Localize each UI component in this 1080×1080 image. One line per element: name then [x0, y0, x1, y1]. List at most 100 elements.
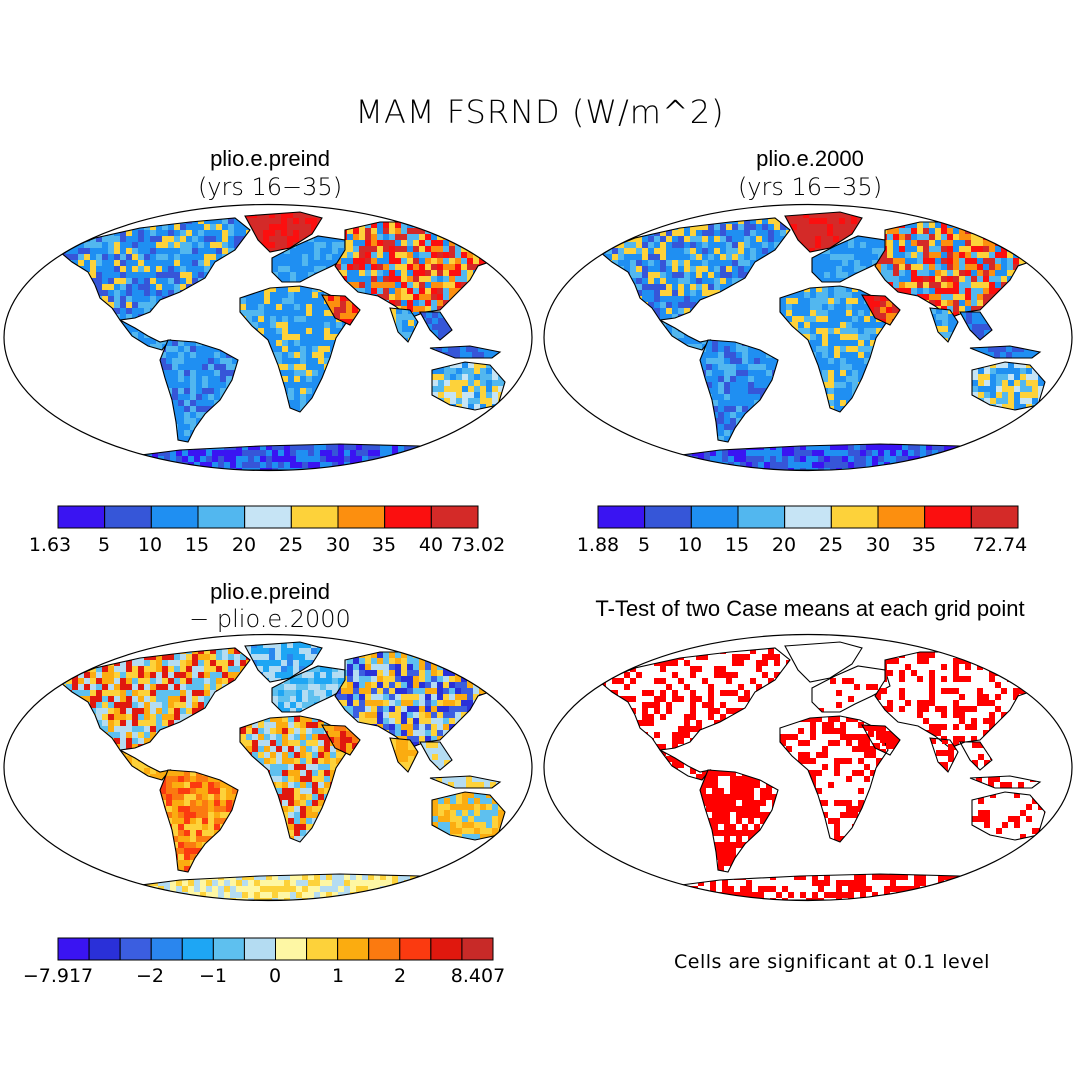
- tick-label: 73.02: [450, 534, 506, 556]
- colorbar-preind: [57, 505, 479, 529]
- colorbar-swatch: [243, 937, 277, 961]
- colorbar-swatch: [244, 505, 292, 529]
- coastline-arabia: [861, 294, 901, 326]
- colorbar-swatch: [368, 937, 401, 961]
- colorbar-swatch: [181, 937, 214, 961]
- tick-label: 72.74: [972, 534, 1028, 556]
- colorbar-swatch: [970, 505, 1019, 529]
- colorbar-swatch: [57, 505, 106, 529]
- map-body: [544, 634, 1072, 901]
- panel-1-subtitle: (yrs 16−35): [197, 173, 343, 201]
- tick-label: 25: [278, 534, 304, 556]
- map-frame: [543, 203, 1073, 472]
- coastline-europe: [271, 235, 351, 283]
- colorbar-2000: [597, 505, 1019, 529]
- coastline-seAsia: [419, 741, 453, 771]
- coastline-africa: [779, 715, 889, 843]
- tick-label: 0: [268, 965, 282, 987]
- tick-label: 5: [637, 534, 651, 556]
- map-panel-preind: [3, 203, 533, 472]
- tick-label: 1.88: [576, 534, 620, 556]
- tick-label: 15: [724, 534, 750, 556]
- panel-4-title: T-Test of two Case means at each grid po…: [595, 596, 1025, 621]
- coastline-southAmerica: [159, 339, 239, 443]
- panel-1-title: plio.e.preind: [210, 146, 330, 171]
- tick-label: −2: [135, 965, 165, 987]
- colorbar-swatch: [784, 505, 832, 529]
- tick-label: 10: [137, 534, 163, 556]
- colorbar-swatch: [830, 505, 879, 529]
- panel-3-title: plio.e.preind: [210, 579, 330, 604]
- colorbar-swatch: [275, 937, 308, 961]
- colorbar-swatch: [690, 505, 739, 529]
- colorbar-swatch: [197, 505, 246, 529]
- coastline-india: [929, 307, 959, 343]
- coastline-indonesia: [969, 345, 1042, 359]
- coastline-africa: [239, 715, 349, 843]
- tick-label: 1: [331, 965, 345, 987]
- coastline-greenland: [784, 211, 863, 253]
- tick-label: 2: [393, 965, 407, 987]
- tick-label: 8.407: [450, 965, 506, 987]
- coastline-india: [929, 737, 959, 773]
- panel-2-subtitle: (yrs 16−35): [737, 173, 883, 201]
- colorbar-swatch: [384, 505, 432, 529]
- tick-label: 5: [97, 534, 111, 556]
- colorbar-swatch: [644, 505, 692, 529]
- map-frame: [3, 203, 533, 472]
- coastline-northAmerica: [598, 647, 791, 751]
- coastline-indonesia: [429, 345, 502, 359]
- colorbar-swatch: [337, 937, 370, 961]
- coastline-greenland: [244, 211, 323, 253]
- colorbar-swatch: [150, 505, 199, 529]
- tick-label: −1: [198, 965, 228, 987]
- map-frame: [3, 633, 533, 902]
- colorbar-swatch: [461, 937, 494, 961]
- tick-label: 25: [818, 534, 844, 556]
- colorbar-swatch: [212, 937, 245, 961]
- coastline-europe: [811, 665, 891, 713]
- map-body: [4, 204, 532, 471]
- coastline-northAmerica: [598, 217, 791, 321]
- colorbar-swatch: [88, 937, 121, 961]
- coastline-europe: [271, 665, 351, 713]
- colorbar-swatch: [57, 937, 90, 961]
- coastline-greenland: [784, 641, 863, 683]
- tick-label: 1.63: [28, 534, 72, 556]
- figure-title: MAM FSRND (W/m^2): [355, 93, 725, 131]
- coastline-northAmerica: [58, 647, 251, 751]
- coastline-arabia: [861, 724, 901, 756]
- coastline-africa: [779, 285, 889, 413]
- tick-label: 40: [418, 534, 444, 556]
- colorbar-swatch: [150, 937, 183, 961]
- ocean: [544, 634, 1072, 901]
- tick-label: 20: [771, 534, 797, 556]
- tick-label: 30: [865, 534, 891, 556]
- coastline-seAsia: [959, 311, 993, 341]
- tick-label: −7.917: [22, 965, 94, 987]
- coastline-seAsia: [419, 311, 453, 341]
- map-body: [544, 204, 1072, 471]
- coastline-seAsia: [959, 741, 993, 771]
- colorbar-swatch: [430, 937, 463, 961]
- colorbar-swatch: [290, 505, 339, 529]
- colorbar-swatch: [737, 505, 786, 529]
- colorbar-swatch: [597, 505, 646, 529]
- coastline-northAmerica: [58, 217, 251, 321]
- coastline-arabia: [321, 724, 361, 756]
- tick-label: 30: [325, 534, 351, 556]
- map-frame: [543, 633, 1073, 902]
- colorbar-swatch: [104, 505, 152, 529]
- map-panel-ttest: [543, 633, 1073, 902]
- coastline-southAmerica: [159, 769, 239, 873]
- coastline-southAmerica: [699, 769, 779, 873]
- coastline-africa: [239, 285, 349, 413]
- map-panel-difference: [3, 633, 533, 902]
- tick-label: 20: [231, 534, 257, 556]
- tick-label: 15: [184, 534, 210, 556]
- coastline-southAmerica: [699, 339, 779, 443]
- coastline-indonesia: [429, 775, 502, 789]
- coastline-arabia: [321, 294, 361, 326]
- colorbar-swatch: [337, 505, 386, 529]
- panel-2-title: plio.e.2000: [756, 146, 864, 171]
